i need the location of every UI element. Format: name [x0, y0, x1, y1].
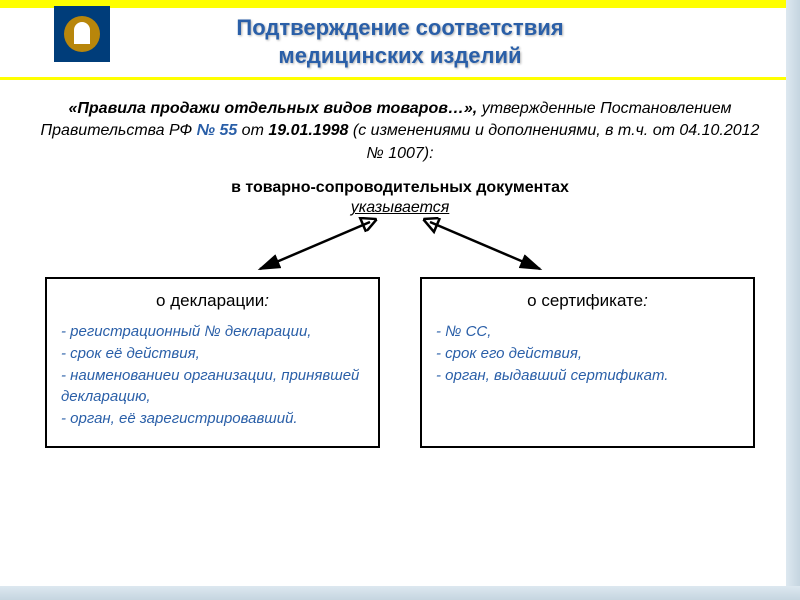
decl-line: - срок её действия, — [61, 343, 364, 365]
bottom-shadow-edge — [0, 586, 800, 600]
intro-part5: 19.01.1998 — [268, 122, 348, 139]
declaration-box: о декларации: - регистрационный № деклар… — [45, 277, 380, 448]
cert-line: - орган, выдавший сертификат. — [436, 365, 739, 387]
title-area: Подтверждение соответствия медицинских и… — [0, 8, 800, 73]
certificate-box: о сертификате: - № СС, - срок его действ… — [420, 277, 755, 448]
cert-title-main: сертификате — [541, 291, 643, 310]
arrows-svg — [0, 217, 800, 277]
decl-title-prefix: о — [156, 291, 170, 310]
right-shadow-edge — [786, 0, 800, 600]
emphasis-line: в товарно-сопроводительных документах — [0, 179, 800, 197]
intro-part1: «Правила продажи отдельных видов товаров… — [69, 100, 478, 117]
certificate-title: о сертификате: — [436, 291, 739, 311]
decl-line: - наименованиеи организации, принявшей д… — [61, 365, 364, 409]
cert-line: - № СС, — [436, 321, 739, 343]
decl-title-main: декларации — [170, 291, 264, 310]
intro-part3: № 55 — [197, 122, 238, 139]
arrows-area — [0, 217, 800, 277]
intro-part6: (с изменениями и дополнениями, в т.ч. от… — [353, 122, 760, 161]
title-line1: Подтверждение соответствия — [236, 15, 563, 40]
intro-part4: от — [237, 122, 268, 139]
top-yellow-bar — [0, 0, 800, 8]
certificate-body: - № СС, - срок его действия, - орган, вы… — [436, 321, 739, 386]
decl-line: - регистрационный № декларации, — [61, 321, 364, 343]
page-title: Подтверждение соответствия медицинских и… — [0, 14, 800, 69]
boxes-row: о декларации: - регистрационный № деклар… — [0, 277, 800, 448]
cert-title-suffix: : — [643, 291, 648, 310]
declaration-body: - регистрационный № декларации, - срок е… — [61, 321, 364, 430]
cert-line: - срок его действия, — [436, 343, 739, 365]
emphasis-sub: указывается — [0, 199, 800, 217]
logo-icon — [54, 6, 110, 62]
cert-title-prefix: о — [527, 291, 541, 310]
title-line2: медицинских изделий — [278, 43, 521, 68]
decl-line: - орган, её зарегистрировавший. — [61, 408, 364, 430]
declaration-title: о декларации: — [61, 291, 364, 311]
decl-title-suffix: : — [264, 291, 269, 310]
intro-text: «Правила продажи отдельных видов товаров… — [0, 80, 800, 173]
